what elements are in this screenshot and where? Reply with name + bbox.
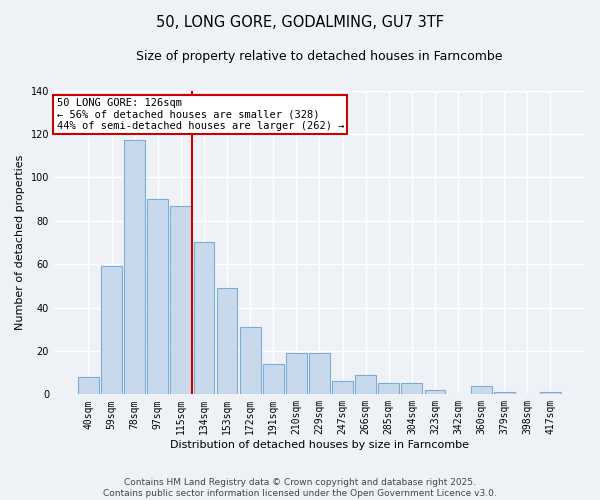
Bar	[286, 353, 307, 395]
Text: 50 LONG GORE: 126sqm
← 56% of detached houses are smaller (328)
44% of semi-deta: 50 LONG GORE: 126sqm ← 56% of detached h…	[56, 98, 344, 132]
Bar	[194, 242, 214, 394]
Bar	[355, 375, 376, 394]
Bar	[540, 392, 561, 394]
Bar	[494, 392, 515, 394]
Title: Size of property relative to detached houses in Farncombe: Size of property relative to detached ho…	[136, 50, 503, 63]
Bar	[240, 327, 260, 394]
Bar	[101, 266, 122, 394]
Bar	[263, 364, 284, 394]
Bar	[170, 206, 191, 394]
Bar	[309, 353, 330, 395]
Bar	[148, 199, 168, 394]
Y-axis label: Number of detached properties: Number of detached properties	[15, 155, 25, 330]
Text: Contains HM Land Registry data © Crown copyright and database right 2025.
Contai: Contains HM Land Registry data © Crown c…	[103, 478, 497, 498]
Bar	[78, 377, 99, 394]
Bar	[124, 140, 145, 394]
Bar	[425, 390, 445, 394]
Bar	[379, 384, 399, 394]
Text: 50, LONG GORE, GODALMING, GU7 3TF: 50, LONG GORE, GODALMING, GU7 3TF	[156, 15, 444, 30]
Bar	[401, 384, 422, 394]
Bar	[332, 382, 353, 394]
Bar	[217, 288, 238, 395]
X-axis label: Distribution of detached houses by size in Farncombe: Distribution of detached houses by size …	[170, 440, 469, 450]
Bar	[471, 386, 491, 394]
